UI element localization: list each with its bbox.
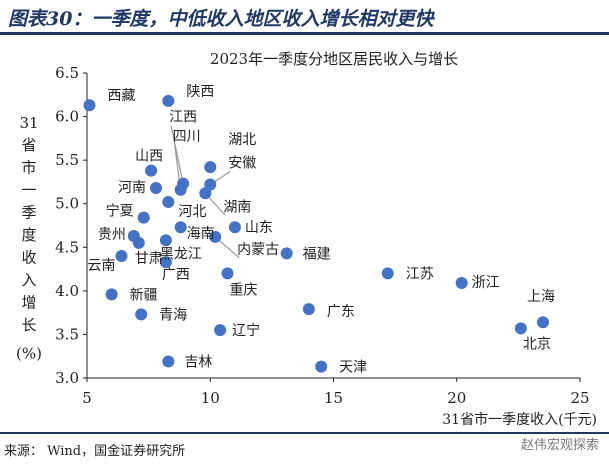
- y-tick-label: 4.5: [55, 238, 79, 256]
- point-label: 内蒙古: [237, 242, 279, 258]
- data-point: [204, 161, 217, 174]
- y-tick-label: 5.5: [55, 151, 79, 169]
- y-tick-label: 4.0: [55, 282, 79, 300]
- data-point: [280, 247, 293, 260]
- data-point: [145, 164, 158, 177]
- point-label: 吉林: [184, 354, 212, 370]
- point-label: 重庆: [230, 282, 258, 298]
- data-point: [159, 234, 172, 247]
- point-label: 青海: [159, 307, 187, 323]
- y-axis-label-part: 入: [21, 271, 36, 289]
- data-point: [214, 324, 227, 337]
- y-tick-label: 3.0: [55, 369, 79, 387]
- watermark: 赵伟宏观探索: [520, 438, 599, 453]
- data-point: [204, 178, 217, 191]
- x-tick-label: 5: [82, 389, 92, 407]
- point-label: 河北: [178, 204, 206, 220]
- point-label: 北京: [523, 336, 551, 352]
- point-label: 云南: [88, 258, 116, 274]
- point-label: 四川: [173, 129, 201, 145]
- source-note: 来源： Wind，国金证券研究所: [4, 444, 186, 459]
- y-axis-label-part: 长: [21, 316, 36, 334]
- point-label: 广西: [162, 267, 190, 283]
- point-label: 上海: [527, 289, 555, 305]
- data-point: [537, 316, 550, 329]
- point-label: 广东: [327, 304, 355, 320]
- y-axis-label-part: 省: [21, 136, 36, 154]
- data-point: [381, 267, 394, 280]
- data-point: [174, 183, 187, 196]
- point-label: 陕西: [186, 84, 214, 100]
- y-axis-label-part: 收: [21, 249, 36, 267]
- data-point: [302, 303, 315, 316]
- point-label: 江西: [169, 110, 197, 126]
- data-point: [162, 195, 175, 208]
- y-tick-label: 5.0: [55, 195, 79, 213]
- point-label: 辽宁: [232, 322, 260, 339]
- data-point: [83, 99, 96, 112]
- figure-title: 图表30：一季度，中低收入地区收入增长相对更快: [8, 8, 434, 30]
- x-tick-label: 15: [324, 389, 343, 407]
- data-point: [221, 267, 234, 280]
- data-point: [115, 250, 128, 262]
- x-axis-label: 31省市一季度收入(千元): [442, 411, 597, 428]
- data-point: [132, 236, 145, 249]
- y-axis-label-part: 度: [21, 226, 36, 244]
- y-tick-label: 3.5: [55, 325, 79, 343]
- point-label: 天津: [339, 360, 367, 376]
- point-label: 江苏: [406, 266, 434, 282]
- data-point: [162, 94, 175, 107]
- y-axis-label-part: 市: [21, 159, 36, 177]
- data-point: [209, 230, 222, 243]
- y-axis-label-part: (%): [16, 345, 42, 363]
- data-point: [150, 182, 163, 195]
- data-point: [455, 277, 468, 290]
- x-tick-label: 10: [201, 389, 220, 407]
- point-label: 湖南: [223, 199, 251, 215]
- data-point: [137, 211, 150, 224]
- point-label: 福建: [303, 246, 331, 262]
- point-label: 湖北: [228, 132, 256, 148]
- y-axis-label-part: 一: [21, 181, 36, 199]
- data-point: [159, 256, 172, 269]
- data-point: [199, 187, 212, 200]
- chart-title: 2023年一季度分地区居民收入与增长: [210, 50, 458, 68]
- point-label: 山东: [245, 220, 273, 236]
- point-label: 河南: [118, 180, 146, 196]
- source-rule: [0, 432, 609, 434]
- point-label: 新疆: [130, 287, 158, 303]
- y-tick-label: 6.5: [55, 64, 79, 82]
- title-rule: [0, 32, 609, 35]
- data-point: [105, 288, 118, 301]
- x-tick-label: 25: [570, 389, 589, 407]
- leader-line: [170, 125, 184, 184]
- point-label: 贵州: [98, 227, 126, 243]
- point-label: 黑龙江: [160, 246, 202, 262]
- y-tick-label: 6.0: [55, 108, 79, 126]
- scatter-chart: 2023年一季度分地区居民收入与增长 3.0 3.5 4.0 4.5 5.0 5.5 6.0 6…: [16, 50, 597, 428]
- point-label: 宁夏: [106, 203, 134, 220]
- data-point: [228, 221, 241, 234]
- point-label: 山西: [135, 149, 163, 165]
- point-label: 浙江: [472, 275, 500, 291]
- point-label: 西藏: [107, 88, 135, 104]
- data-point: [135, 308, 148, 321]
- point-label: 安徽: [228, 156, 256, 172]
- data-point: [315, 360, 328, 373]
- point-label: 甘肃: [135, 251, 163, 267]
- data-point: [174, 221, 187, 234]
- data-point: [514, 322, 527, 335]
- point-label: 海南: [187, 226, 215, 242]
- y-axis-label-part: 季: [21, 204, 36, 222]
- y-axis-label-part: 31: [19, 114, 38, 132]
- data-point: [162, 355, 175, 368]
- y-axis-label-part: 增: [21, 294, 36, 312]
- x-tick-label: 20: [447, 389, 466, 407]
